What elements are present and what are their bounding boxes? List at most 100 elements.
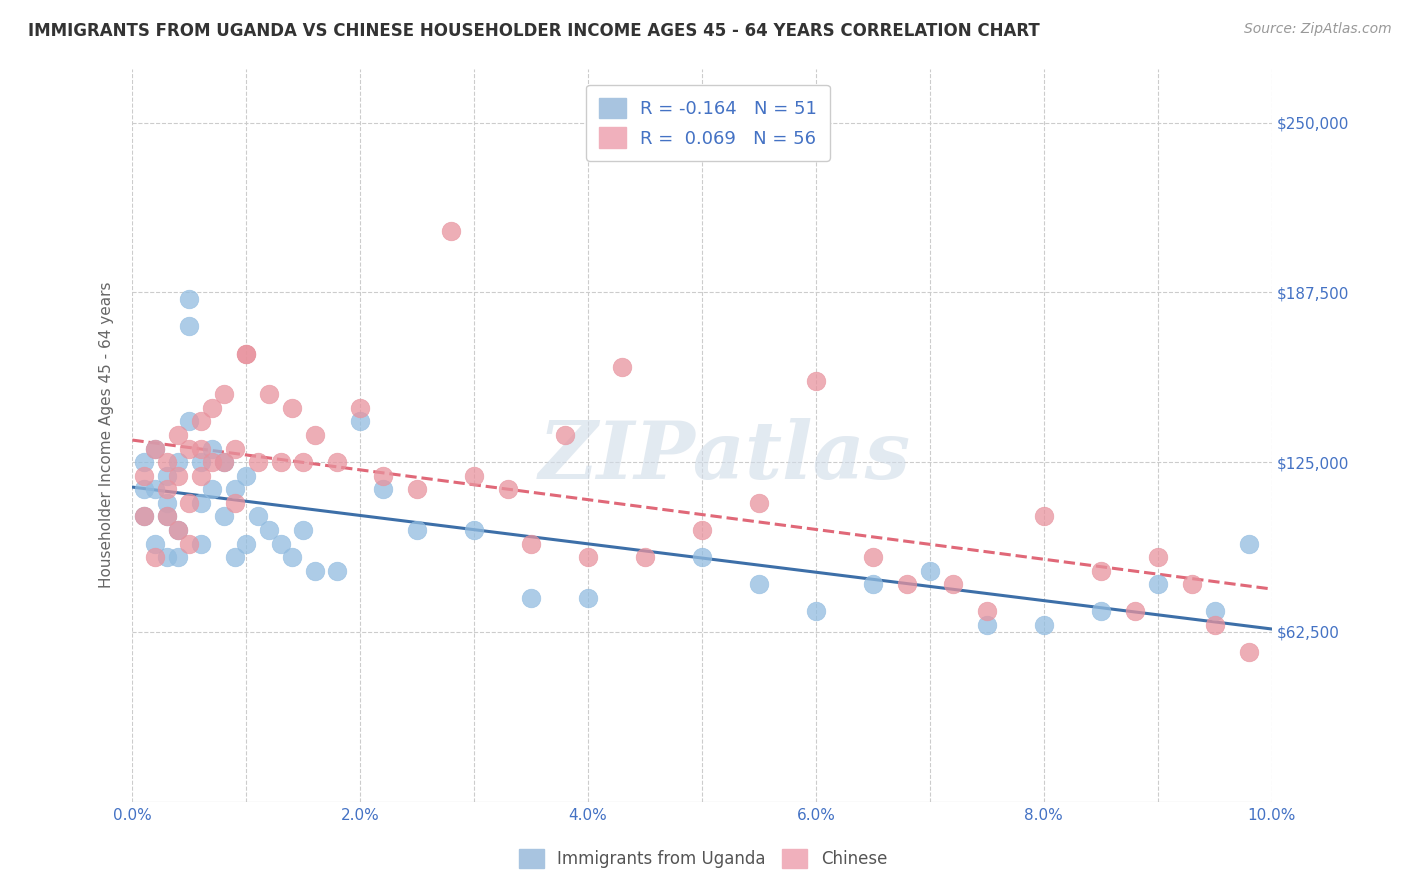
Point	[304, 428, 326, 442]
Point	[1032, 509, 1054, 524]
Point	[690, 523, 713, 537]
Point	[520, 536, 543, 550]
Point	[1181, 577, 1204, 591]
Point	[1237, 536, 1260, 550]
Point	[190, 442, 212, 456]
Point	[224, 442, 246, 456]
Point	[132, 455, 155, 469]
Point	[371, 468, 394, 483]
Point	[292, 523, 315, 537]
Point	[179, 536, 201, 550]
Point	[406, 523, 429, 537]
Text: Source: ZipAtlas.com: Source: ZipAtlas.com	[1244, 22, 1392, 37]
Point	[212, 455, 235, 469]
Point	[748, 577, 770, 591]
Point	[155, 509, 177, 524]
Point	[292, 455, 315, 469]
Point	[1146, 550, 1168, 565]
Point	[132, 509, 155, 524]
Point	[349, 401, 371, 415]
Point	[132, 509, 155, 524]
Point	[155, 550, 177, 565]
Point	[942, 577, 965, 591]
Point	[167, 550, 190, 565]
Point	[1090, 605, 1112, 619]
Point	[1090, 564, 1112, 578]
Point	[1204, 605, 1226, 619]
Point	[143, 442, 166, 456]
Point	[190, 496, 212, 510]
Point	[179, 319, 201, 334]
Point	[862, 577, 884, 591]
Point	[167, 428, 190, 442]
Point	[862, 550, 884, 565]
Text: ZIPatlas: ZIPatlas	[538, 418, 911, 496]
Point	[143, 550, 166, 565]
Point	[804, 374, 827, 388]
Point	[235, 346, 257, 360]
Point	[918, 564, 941, 578]
Point	[179, 442, 201, 456]
Point	[554, 428, 576, 442]
Point	[326, 564, 349, 578]
Legend: R = -0.164   N = 51, R =  0.069   N = 56: R = -0.164 N = 51, R = 0.069 N = 56	[586, 85, 830, 161]
Point	[1237, 645, 1260, 659]
Point	[155, 483, 177, 497]
Point	[167, 468, 190, 483]
Point	[235, 346, 257, 360]
Point	[257, 523, 280, 537]
Point	[190, 468, 212, 483]
Point	[804, 605, 827, 619]
Point	[270, 536, 292, 550]
Point	[190, 536, 212, 550]
Point	[498, 483, 520, 497]
Point	[896, 577, 918, 591]
Point	[246, 509, 269, 524]
Point	[235, 468, 257, 483]
Point	[1146, 577, 1168, 591]
Point	[281, 550, 304, 565]
Point	[224, 550, 246, 565]
Point	[1032, 618, 1054, 632]
Point	[132, 468, 155, 483]
Point	[281, 401, 304, 415]
Point	[690, 550, 713, 565]
Point	[143, 442, 166, 456]
Point	[155, 496, 177, 510]
Point	[349, 414, 371, 428]
Point	[748, 496, 770, 510]
Point	[212, 387, 235, 401]
Point	[212, 509, 235, 524]
Point	[224, 496, 246, 510]
Point	[212, 455, 235, 469]
Text: IMMIGRANTS FROM UGANDA VS CHINESE HOUSEHOLDER INCOME AGES 45 - 64 YEARS CORRELAT: IMMIGRANTS FROM UGANDA VS CHINESE HOUSEH…	[28, 22, 1040, 40]
Point	[179, 496, 201, 510]
Point	[155, 509, 177, 524]
Point	[155, 468, 177, 483]
Point	[406, 483, 429, 497]
Point	[179, 293, 201, 307]
Point	[326, 455, 349, 469]
Point	[201, 401, 224, 415]
Y-axis label: Householder Income Ages 45 - 64 years: Householder Income Ages 45 - 64 years	[100, 282, 114, 589]
Point	[1204, 618, 1226, 632]
Point	[463, 468, 485, 483]
Point	[246, 455, 269, 469]
Point	[257, 387, 280, 401]
Point	[201, 442, 224, 456]
Point	[235, 536, 257, 550]
Point	[201, 483, 224, 497]
Point	[371, 483, 394, 497]
Point	[132, 483, 155, 497]
Point	[167, 523, 190, 537]
Point	[224, 483, 246, 497]
Point	[520, 591, 543, 605]
Point	[463, 523, 485, 537]
Legend: Immigrants from Uganda, Chinese: Immigrants from Uganda, Chinese	[512, 843, 894, 875]
Point	[976, 618, 998, 632]
Point	[143, 483, 166, 497]
Point	[190, 455, 212, 469]
Point	[634, 550, 657, 565]
Point	[179, 414, 201, 428]
Point	[155, 455, 177, 469]
